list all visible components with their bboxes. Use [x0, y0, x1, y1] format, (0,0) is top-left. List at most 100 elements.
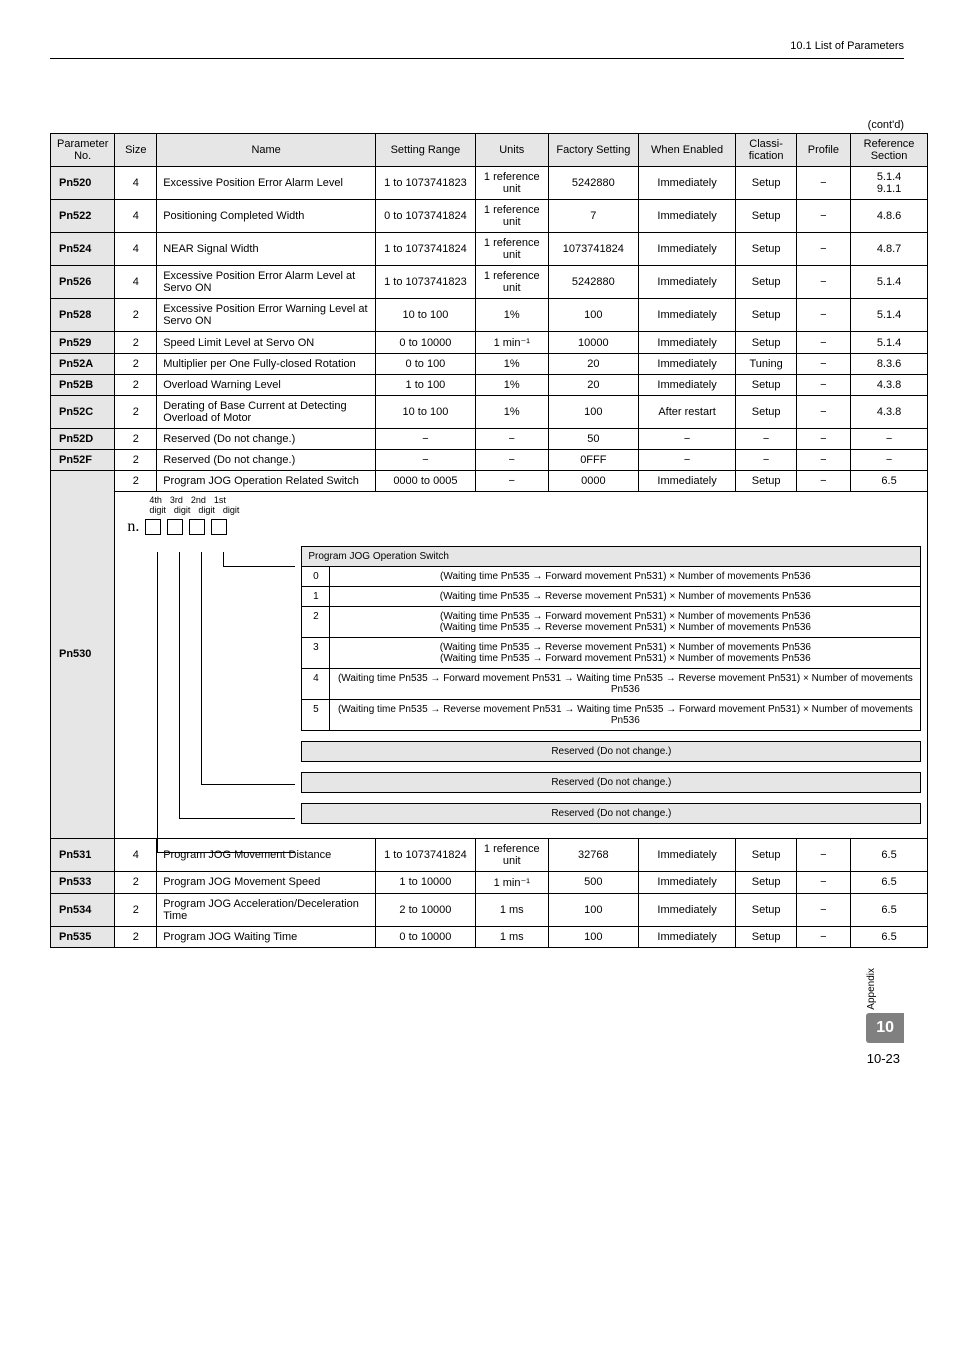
name: Program JOG Acceleration/Deceleration Ti… [157, 893, 376, 926]
factory: 50 [548, 429, 638, 450]
classi: − [736, 429, 797, 450]
factory: 20 [548, 375, 638, 396]
jog-code: 4 [302, 668, 330, 699]
profile: − [797, 332, 851, 354]
classi: Tuning [736, 354, 797, 375]
pn530-classi: Setup [736, 471, 797, 492]
size: 4 [115, 167, 157, 200]
classi: Setup [736, 233, 797, 266]
box-3rd [167, 519, 183, 535]
range: 10 to 100 [376, 396, 476, 429]
th-range: Setting Range [376, 134, 476, 167]
size: 2 [115, 332, 157, 354]
ref: 4.8.7 [850, 233, 928, 266]
reserved-4th: Reserved (Do not change.) [301, 803, 921, 824]
size: 4 [115, 233, 157, 266]
classi: Setup [736, 167, 797, 200]
digit-d4: digit [223, 506, 240, 516]
when: Immediately [638, 233, 735, 266]
units: 1 reference unit [475, 838, 548, 871]
factory: 1073741824 [548, 233, 638, 266]
table-row: Pn52A2Multiplier per One Fully-closed Ro… [51, 354, 928, 375]
th-when: When Enabled [638, 134, 735, 167]
param-no: Pn529 [51, 332, 115, 354]
ref: 6.5 [850, 926, 928, 947]
when: Immediately [638, 838, 735, 871]
param-no: Pn52B [51, 375, 115, 396]
range: 1 to 1073741823 [376, 167, 476, 200]
table-row: Pn5292Speed Limit Level at Servo ON0 to … [51, 332, 928, 354]
th-name: Name [157, 134, 376, 167]
jog-code: 5 [302, 699, 330, 730]
jog-desc: (Waiting time Pn535 → Forward movement P… [330, 668, 921, 699]
pn530-when: Immediately [638, 471, 735, 492]
profile: − [797, 450, 851, 471]
range: 0 to 100 [376, 354, 476, 375]
ref: 5.1.49.1.1 [850, 167, 928, 200]
factory: 0FFF [548, 450, 638, 471]
pn530-diagram: 4th 3rd 2nd 1st digit digit digit digit … [115, 492, 928, 839]
size: 4 [115, 266, 157, 299]
pn530-range: 0000 to 0005 [376, 471, 476, 492]
units: 1 ms [475, 893, 548, 926]
table-row: Pn52F2Reserved (Do not change.)−−0FFF−−−… [51, 450, 928, 471]
factory: 100 [548, 299, 638, 332]
factory: 7 [548, 200, 638, 233]
jog-code: 3 [302, 637, 330, 668]
name: NEAR Signal Width [157, 233, 376, 266]
profile: − [797, 299, 851, 332]
size: 4 [115, 838, 157, 871]
table-row: Pn52D2Reserved (Do not change.)−−50−−−− [51, 429, 928, 450]
table-row: Pn52C2Derating of Base Current at Detect… [51, 396, 928, 429]
digit-labels: 4th 3rd 2nd 1st digit digit digit digit [149, 496, 921, 516]
classi: Setup [736, 375, 797, 396]
units: 1 reference unit [475, 233, 548, 266]
ref: 8.3.6 [850, 354, 928, 375]
name: Program JOG Movement Speed [157, 871, 376, 893]
units: 1% [475, 375, 548, 396]
table-row: Pn5314Program JOG Movement Distance1 to … [51, 838, 928, 871]
jog-code: 1 [302, 586, 330, 606]
profile: − [797, 233, 851, 266]
reserved-3rd: Reserved (Do not change.) [301, 772, 921, 793]
parameters-table: Parameter No. Size Name Setting Range Un… [50, 133, 928, 948]
ref: − [850, 429, 928, 450]
param-no: Pn52D [51, 429, 115, 450]
factory: 100 [548, 926, 638, 947]
range: 1 to 10000 [376, 871, 476, 893]
param-no: Pn52F [51, 450, 115, 471]
classi: Setup [736, 396, 797, 429]
units: 1% [475, 396, 548, 429]
n-boxes: n. [127, 518, 921, 536]
bracket-lines [147, 566, 287, 822]
ref: 4.3.8 [850, 396, 928, 429]
name: Multiplier per One Fully-closed Rotation [157, 354, 376, 375]
factory: 10000 [548, 332, 638, 354]
range: 1 to 1073741823 [376, 266, 476, 299]
profile: − [797, 871, 851, 893]
name: Excessive Position Error Alarm Level [157, 167, 376, 200]
factory: 100 [548, 893, 638, 926]
jog-switch-header: Program JOG Operation Switch [302, 546, 921, 566]
name: Program JOG Waiting Time [157, 926, 376, 947]
profile: − [797, 354, 851, 375]
table-row: Pn5264Excessive Position Error Alarm Lev… [51, 266, 928, 299]
param-no: Pn524 [51, 233, 115, 266]
th-profile: Profile [797, 134, 851, 167]
n-prefix: n. [127, 518, 139, 536]
size: 2 [115, 375, 157, 396]
when: Immediately [638, 871, 735, 893]
ref: 6.5 [850, 893, 928, 926]
chapter-tab: 10 [866, 1013, 904, 1043]
when: − [638, 429, 735, 450]
table-row: Pn5204Excessive Position Error Alarm Lev… [51, 167, 928, 200]
units: 1 min⁻¹ [475, 332, 548, 354]
units: 1 ms [475, 926, 548, 947]
jog-switch-table: Program JOG Operation Switch [301, 546, 921, 567]
pn530-units: − [475, 471, 548, 492]
units: 1% [475, 299, 548, 332]
ref: 5.1.4 [850, 266, 928, 299]
pn530-ref: 6.5 [850, 471, 928, 492]
jog-switch-row: 2(Waiting time Pn535 → Forward movement … [302, 606, 921, 637]
param-no: Pn528 [51, 299, 115, 332]
